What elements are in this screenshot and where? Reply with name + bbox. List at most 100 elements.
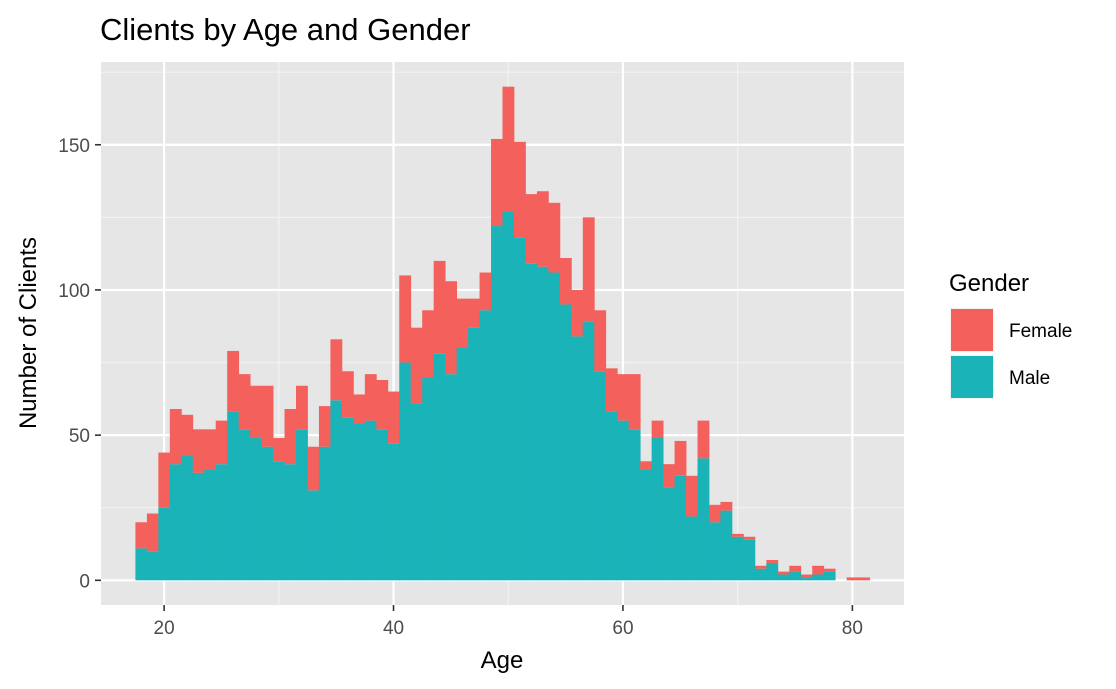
bar-male <box>250 438 262 581</box>
bar-female <box>628 374 641 430</box>
bar-female <box>846 577 859 581</box>
bar-male <box>686 516 698 581</box>
bar-female <box>536 191 549 267</box>
bar-female <box>146 513 159 552</box>
bar-male <box>433 353 446 581</box>
bar-male <box>169 464 182 581</box>
bar-male <box>445 374 458 581</box>
bar-female <box>238 374 251 430</box>
bar-female <box>284 408 297 465</box>
bar-male <box>823 571 836 581</box>
legend-swatch-female <box>951 309 993 351</box>
y-tick-label: 0 <box>79 571 90 592</box>
bar-female <box>410 327 423 404</box>
bar-male <box>525 263 538 581</box>
bar-male <box>215 464 228 581</box>
bar-male <box>617 420 630 581</box>
legend: Gender Female Male <box>949 270 1072 399</box>
bar-female <box>800 574 813 578</box>
bar-male <box>376 429 389 581</box>
y-axis-title: Number of Clients <box>15 237 42 429</box>
bar-female <box>812 565 825 575</box>
x-tick-label: 40 <box>383 618 404 639</box>
bar-male <box>536 266 549 581</box>
bar-female <box>651 420 664 439</box>
bar-female <box>387 391 400 444</box>
bar-male <box>491 226 503 581</box>
bar-female <box>330 339 343 401</box>
bar-male <box>800 577 813 581</box>
bar-female <box>364 374 377 421</box>
bar-female <box>594 310 607 372</box>
bar-female <box>318 406 331 447</box>
bar-male <box>663 487 675 581</box>
bar-male <box>548 272 561 581</box>
bar-male <box>330 400 343 581</box>
bar-male <box>261 446 274 581</box>
bar-male <box>307 490 320 581</box>
bar-male <box>513 237 526 581</box>
bar-female <box>754 565 767 569</box>
bar-female <box>743 536 756 540</box>
y-tick-label: 150 <box>58 136 90 157</box>
bar-female <box>456 298 469 349</box>
bar-male <box>353 423 366 581</box>
bar-female <box>353 394 366 424</box>
x-axis-title: Age <box>481 647 524 674</box>
bar-male <box>731 536 744 581</box>
bar-female <box>479 272 492 311</box>
bar-male <box>594 371 607 581</box>
bar-female <box>686 475 698 517</box>
bar-female <box>858 577 870 581</box>
y-axis-ticks: 0 50 100 150 <box>58 136 101 592</box>
bar-female <box>823 568 836 572</box>
x-tick-label: 80 <box>842 618 863 639</box>
bar-female <box>192 429 205 473</box>
bar-male <box>387 443 400 581</box>
bar-female <box>227 350 240 412</box>
bar-female <box>708 504 721 523</box>
bar-female <box>513 141 526 238</box>
bar-female <box>766 559 779 563</box>
bar-male <box>582 321 595 581</box>
bar-male <box>697 458 710 581</box>
bar-male <box>559 304 572 581</box>
bar-male <box>651 438 664 581</box>
legend-swatch-male <box>951 356 993 398</box>
bar-female <box>720 501 733 511</box>
bar-male <box>777 574 790 581</box>
bar-female <box>789 565 802 572</box>
bar-male <box>502 211 515 581</box>
bar-male <box>284 464 297 581</box>
y-tick-label: 100 <box>58 281 90 302</box>
bar-male <box>812 574 825 581</box>
bar-male <box>766 562 779 581</box>
bar-male <box>135 548 148 581</box>
bar-female <box>674 440 687 476</box>
bar-female <box>468 298 480 328</box>
bar-female <box>261 385 274 447</box>
bar-female <box>433 260 446 354</box>
bar-female <box>605 368 618 412</box>
bar-male <box>273 461 285 581</box>
bar-female <box>341 371 354 418</box>
bar-female <box>548 202 561 273</box>
bar-male <box>238 429 251 581</box>
bar-female <box>135 522 148 549</box>
bar-female <box>559 258 572 305</box>
legend-label-male: Male <box>1009 368 1050 389</box>
bar-male <box>227 411 240 581</box>
bars <box>135 86 870 581</box>
bar-male <box>146 551 159 581</box>
bar-female <box>731 533 744 537</box>
x-tick-label: 20 <box>154 618 175 639</box>
bar-male <box>708 522 721 581</box>
bar-female <box>617 374 630 421</box>
bar-male <box>789 571 802 581</box>
legend-items: Female Male <box>950 308 1072 399</box>
bar-female <box>777 571 790 575</box>
bar-female <box>250 385 262 439</box>
bar-female <box>502 86 515 212</box>
bar-male <box>479 310 492 581</box>
bar-female <box>273 438 285 462</box>
